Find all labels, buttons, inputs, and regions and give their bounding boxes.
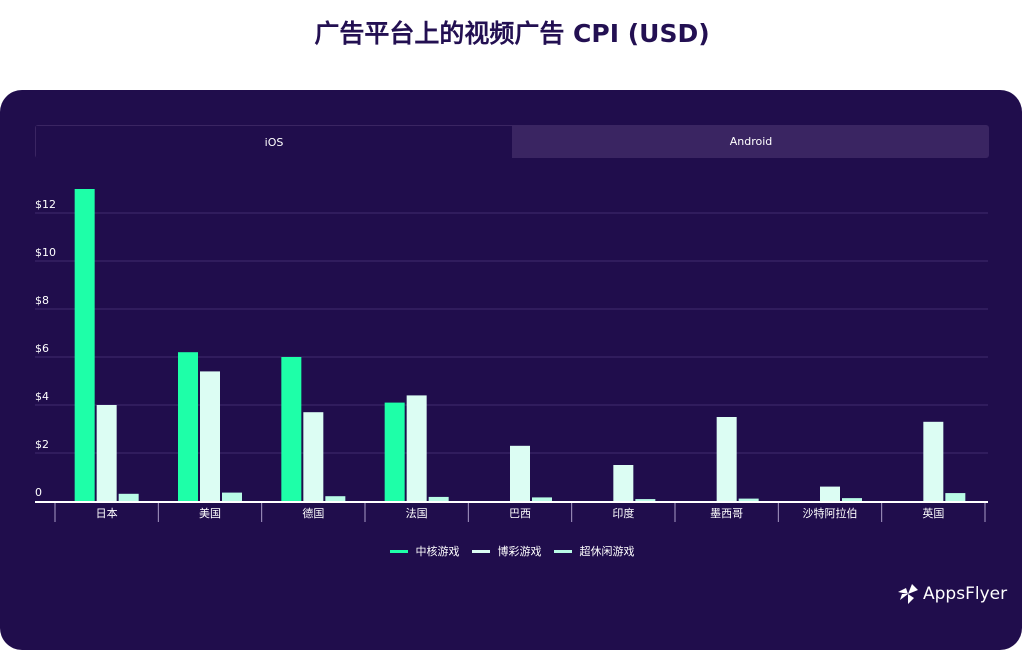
y-tick-label: $6 xyxy=(35,342,49,355)
bar xyxy=(635,499,656,501)
bar xyxy=(96,405,117,501)
bar xyxy=(428,496,449,501)
bar xyxy=(842,498,862,501)
y-tick-label: $12 xyxy=(35,198,56,211)
bar xyxy=(716,417,737,501)
x-tick-label: 德国 xyxy=(302,506,324,520)
bar xyxy=(303,412,324,501)
legend-item[interactable]: 超休闲游戏 xyxy=(553,543,635,559)
x-tick-label: 墨西哥 xyxy=(710,507,743,520)
y-tick-label: $8 xyxy=(35,294,49,307)
x-tick-label: 法国 xyxy=(406,506,428,520)
bar xyxy=(222,492,242,501)
page-title: 广告平台上的视频广告 CPI (USD) xyxy=(314,19,710,48)
bar xyxy=(178,352,198,501)
bar xyxy=(923,421,944,501)
tab-ios[interactable]: iOS xyxy=(35,125,513,158)
legend-label: 超休闲游戏 xyxy=(579,545,635,558)
legend-swatch xyxy=(389,549,408,553)
x-tick-label: 沙特阿拉伯 xyxy=(803,506,858,520)
bar xyxy=(118,493,139,501)
y-tick-label: $4 xyxy=(35,390,49,403)
legend-item[interactable]: 中核游戏 xyxy=(389,543,460,559)
bar xyxy=(200,371,220,501)
bar xyxy=(820,486,840,501)
bar xyxy=(945,493,966,501)
bar xyxy=(281,357,302,501)
legend: 中核游戏 博彩游戏 超休闲游戏 xyxy=(0,543,1024,559)
bar xyxy=(532,497,552,501)
bar xyxy=(510,445,530,501)
x-tick-label: 巴西 xyxy=(509,507,531,520)
x-tick-label: 英国 xyxy=(922,506,944,520)
bar xyxy=(74,189,95,501)
y-tick-label: $10 xyxy=(35,246,56,259)
legend-swatch xyxy=(471,549,490,553)
appsflyer-logo: AppsFlyer xyxy=(896,582,1007,606)
tab-android[interactable]: Android xyxy=(729,135,773,148)
bar xyxy=(325,496,346,501)
legend-item[interactable]: 博彩游戏 xyxy=(471,543,542,559)
y-tick-label: $2 xyxy=(35,438,49,451)
platform-tabs: iOS Android xyxy=(35,125,989,158)
legend-label: 中核游戏 xyxy=(415,545,460,558)
legend-swatch xyxy=(553,549,572,553)
x-tick-label: 美国 xyxy=(199,507,221,520)
bar xyxy=(406,395,427,501)
bar xyxy=(613,465,634,501)
x-tick-label: 印度 xyxy=(612,506,634,520)
bar-chart: 0 $2 $4 $6 $8 $10 $12 日本 美国 德国 法国 巴西 印度 墨西哥 沙特阿拉伯 英国 xyxy=(35,189,988,522)
bar xyxy=(384,402,405,501)
y-tick-label: 0 xyxy=(35,486,42,499)
logo-text: AppsFlyer xyxy=(923,584,1008,604)
chart-card xyxy=(0,90,1022,650)
legend-label: 博彩游戏 xyxy=(497,545,542,558)
appsflyer-logo-icon xyxy=(898,584,918,604)
bar xyxy=(738,498,759,501)
x-tick-label: 日本 xyxy=(96,506,118,520)
